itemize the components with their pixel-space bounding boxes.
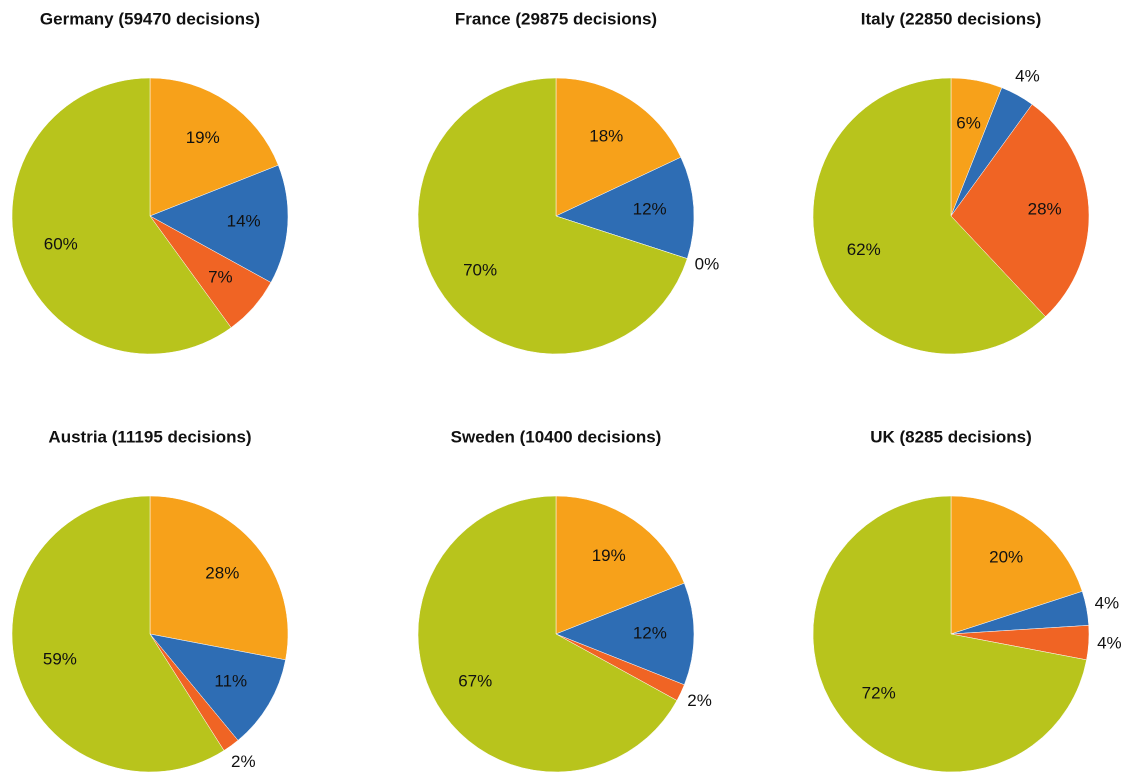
slice-label: 4% bbox=[1095, 594, 1120, 613]
pie-slice bbox=[555, 582, 695, 686]
slice-label: 14% bbox=[227, 211, 261, 230]
slice-label: 18% bbox=[589, 126, 623, 145]
pie-slice bbox=[11, 77, 232, 355]
slice-label: 28% bbox=[205, 564, 239, 583]
slice-label: 70% bbox=[463, 261, 497, 280]
pie-slice bbox=[555, 156, 695, 259]
slice-label: 2% bbox=[231, 752, 256, 771]
slice-label: 59% bbox=[43, 650, 77, 669]
slice-label: 11% bbox=[214, 671, 247, 690]
pie-slice bbox=[149, 164, 289, 283]
slice-label: 4% bbox=[1097, 633, 1122, 652]
slice-label: 7% bbox=[208, 268, 233, 287]
pie-slice bbox=[11, 495, 225, 773]
pie-slice bbox=[149, 633, 286, 741]
pie-slice bbox=[950, 495, 1083, 635]
slice-label: 62% bbox=[847, 240, 881, 259]
pie-title: France (29875 decisions) bbox=[455, 9, 657, 28]
slice-label: 67% bbox=[458, 671, 492, 690]
slice-label: 19% bbox=[592, 546, 626, 565]
pie-slice bbox=[555, 495, 685, 635]
slice-label: 60% bbox=[44, 234, 78, 253]
slice-label: 19% bbox=[186, 128, 220, 147]
pie-slice bbox=[812, 495, 1087, 773]
pie-slice bbox=[812, 77, 1046, 355]
pie-slice bbox=[555, 77, 682, 217]
pie-slice bbox=[149, 77, 279, 217]
pie-title: Italy (22850 decisions) bbox=[861, 9, 1041, 28]
slice-label: 12% bbox=[633, 623, 667, 642]
slice-label: 28% bbox=[1028, 200, 1062, 219]
pie-title: Sweden (10400 decisions) bbox=[451, 427, 662, 446]
pie-title: Germany (59470 decisions) bbox=[40, 9, 260, 28]
pie-slice bbox=[417, 495, 678, 773]
slice-label: 4% bbox=[1015, 66, 1040, 85]
slice-label: 0% bbox=[695, 255, 720, 274]
slice-label: 12% bbox=[633, 200, 667, 219]
slice-label: 72% bbox=[862, 683, 896, 702]
slice-label: 20% bbox=[989, 548, 1023, 567]
pie-title: Austria (11195 decisions) bbox=[48, 427, 251, 446]
pie-slice bbox=[950, 104, 1090, 317]
slice-label: 6% bbox=[956, 113, 981, 132]
pie-title: UK (8285 decisions) bbox=[870, 427, 1032, 446]
slice-label: 2% bbox=[687, 691, 712, 710]
pie-slice bbox=[417, 77, 688, 355]
pie-slice bbox=[149, 495, 289, 661]
